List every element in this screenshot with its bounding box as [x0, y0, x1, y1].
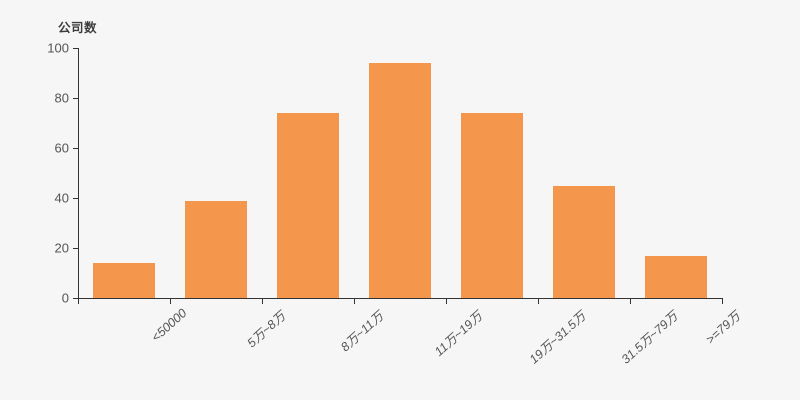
x-tick-mark: [354, 298, 355, 304]
x-tick-mark: [630, 298, 631, 304]
y-tick-label: 0: [61, 290, 69, 306]
y-tick-mark: [73, 248, 78, 249]
bar[interactable]: [93, 263, 155, 298]
x-axis-line: [78, 298, 722, 299]
x-tick-label: 19万~31.5万: [526, 308, 589, 367]
x-tick-label: 8万~11万: [338, 308, 387, 355]
y-axis-line: [78, 48, 79, 298]
y-tick-label: 40: [54, 190, 69, 206]
y-tick-label: 20: [54, 240, 69, 256]
y-tick-label: 100: [47, 40, 69, 56]
y-tick-label: 60: [54, 140, 69, 156]
x-tick-mark: [262, 298, 263, 304]
x-tick-label: >=79万: [703, 308, 744, 347]
plot-area: 0 20 40 60 80 100: [47, 41, 722, 306]
bar[interactable]: [461, 113, 523, 298]
bar[interactable]: [277, 113, 339, 298]
x-tick-label: 5万~8万: [244, 308, 289, 351]
x-tick-mark: [170, 298, 171, 304]
bar[interactable]: [185, 200, 247, 298]
x-tick-mark: [538, 298, 539, 304]
bar[interactable]: [369, 63, 431, 298]
x-tick-mark: [722, 298, 723, 304]
x-tick-label: 11万~19万: [431, 308, 486, 359]
bars-group: [78, 48, 722, 298]
x-tick-label: 31.5万~79万: [618, 308, 681, 367]
x-tick-mark: [446, 298, 447, 304]
bar[interactable]: [645, 255, 707, 298]
y-tick-mark: [73, 198, 78, 199]
x-tick-label: <50000: [148, 306, 190, 345]
x-tick-mark: [78, 298, 79, 304]
x-axis-labels: <50000 5万~8万 8万~11万 11万~19万 19万~31.5万 31.5万~7…: [78, 306, 743, 396]
y-tick-mark: [73, 298, 78, 299]
y-tick-mark: [73, 98, 78, 99]
y-tick-mark: [73, 48, 78, 49]
bar[interactable]: [553, 185, 615, 298]
y-tick-label: 80: [54, 90, 69, 106]
y-axis-title: 公司数: [58, 21, 98, 35]
y-tick-mark: [73, 148, 78, 149]
